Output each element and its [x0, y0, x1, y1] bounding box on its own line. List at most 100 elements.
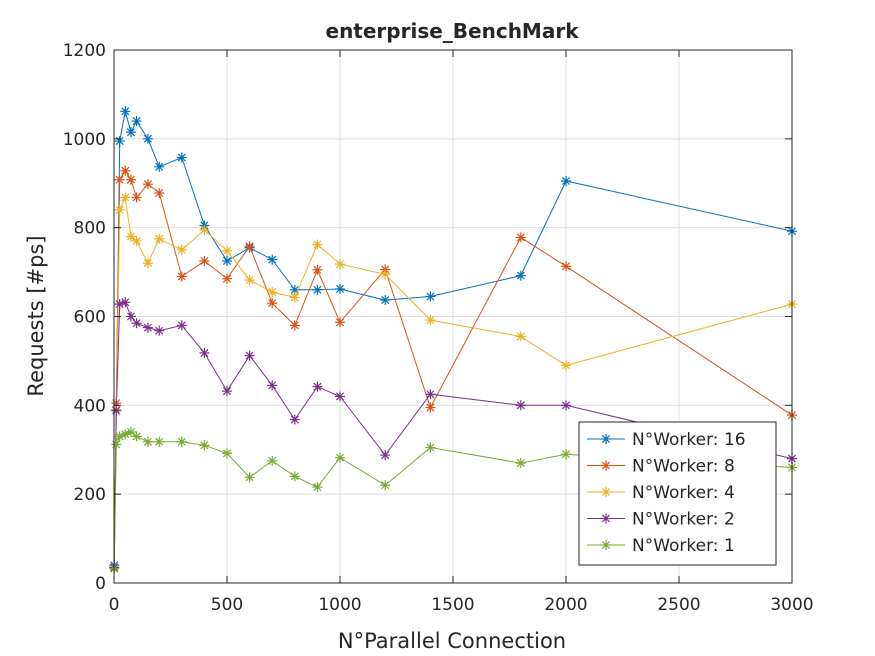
legend: N°Worker: 16 N°Worker: 8 N°Worker: 4 N°Work… [578, 421, 777, 566]
data-point [120, 106, 131, 117]
data-point [289, 471, 300, 482]
legend-label: N°Worker: 8 [632, 457, 735, 477]
series-layer [109, 106, 797, 574]
data-point [176, 244, 187, 255]
x-tick-label: 500 [211, 595, 243, 615]
data-point [154, 233, 165, 244]
data-point [312, 482, 323, 493]
data-point [267, 254, 278, 265]
data-point [176, 152, 187, 163]
x-axis-label: N°Parallel Connection [338, 629, 566, 653]
data-point [267, 455, 278, 466]
y-axis-label: Requests [#ps] [24, 235, 48, 396]
data-point [515, 270, 526, 281]
data-point [154, 161, 165, 172]
data-point [154, 188, 165, 199]
data-point [425, 389, 436, 400]
y-tick-label: 400 [74, 396, 106, 416]
data-point [267, 287, 278, 298]
legend-marker [601, 487, 611, 497]
series-4 [109, 426, 797, 574]
data-point [335, 283, 345, 294]
y-tick-label: 1200 [63, 41, 106, 61]
legend-marker [601, 434, 611, 444]
data-point [425, 442, 436, 453]
data-point [561, 261, 571, 272]
x-tick-label: 1000 [318, 595, 361, 615]
data-point [125, 231, 136, 242]
data-point [120, 192, 131, 203]
data-point [289, 292, 300, 303]
data-point [425, 402, 436, 413]
data-point [125, 127, 136, 138]
data-point [335, 259, 345, 270]
data-point [131, 235, 142, 246]
data-point [199, 440, 210, 451]
data-point [561, 400, 571, 411]
data-point [312, 264, 323, 275]
legend-marker [601, 540, 611, 550]
data-point [425, 291, 436, 302]
y-tick-label: 600 [74, 308, 106, 328]
data-point [142, 258, 153, 269]
series-2 [109, 192, 797, 573]
data-point [199, 347, 210, 358]
data-point [289, 320, 300, 331]
chart-title: enterprise_BenchMark [326, 19, 580, 43]
data-point [312, 239, 323, 250]
x-tick-label: 2000 [544, 595, 587, 615]
data-point [131, 192, 142, 203]
x-tick-label: 2500 [657, 595, 700, 615]
data-point [154, 325, 165, 336]
data-point [111, 405, 122, 416]
y-tick-label: 800 [74, 219, 106, 239]
data-point [312, 381, 323, 392]
data-point [125, 174, 136, 185]
data-point [120, 429, 131, 440]
data-point [114, 204, 125, 215]
data-point [380, 295, 391, 306]
x-tick-label: 0 [109, 595, 120, 615]
legend-label: N°Worker: 1 [632, 536, 735, 556]
data-point [114, 174, 125, 185]
data-point [561, 176, 571, 187]
data-point [561, 360, 571, 371]
legend-label: N°Worker: 4 [632, 483, 735, 503]
legend-item: N°Worker: 2 [587, 510, 735, 530]
data-point [120, 297, 131, 308]
x-tick-label: 1500 [431, 595, 474, 615]
data-point [561, 449, 571, 460]
legend-marker [601, 513, 611, 524]
data-point [222, 273, 232, 284]
data-point [222, 386, 232, 397]
data-point [199, 224, 210, 235]
data-point [244, 350, 255, 361]
data-point [176, 271, 187, 282]
legend-item: N°Worker: 4 [587, 483, 735, 503]
data-point [199, 255, 210, 266]
data-point [114, 136, 125, 147]
data-point [515, 331, 526, 342]
data-point [312, 284, 323, 295]
data-point [380, 450, 391, 461]
data-point [244, 472, 255, 483]
data-point [335, 317, 345, 328]
series-3 [109, 297, 797, 573]
y-tick-label: 0 [95, 574, 106, 594]
data-point [222, 255, 232, 266]
data-point [380, 480, 391, 491]
data-point [176, 320, 187, 331]
data-point [244, 275, 255, 286]
legend-marker [601, 460, 611, 471]
data-point [380, 269, 391, 280]
data-point [244, 241, 255, 252]
legend-label: N°Worker: 16 [632, 430, 746, 450]
ticks: 0 500 1000 1500 2000 2500 3000 0 200 400 600 800 100… [63, 41, 814, 615]
data-point [142, 133, 153, 144]
data-point [142, 436, 153, 447]
data-point [142, 322, 153, 333]
data-point [120, 165, 131, 176]
legend-item: N°Worker: 8 [587, 457, 735, 477]
y-tick-label: 200 [74, 485, 106, 505]
